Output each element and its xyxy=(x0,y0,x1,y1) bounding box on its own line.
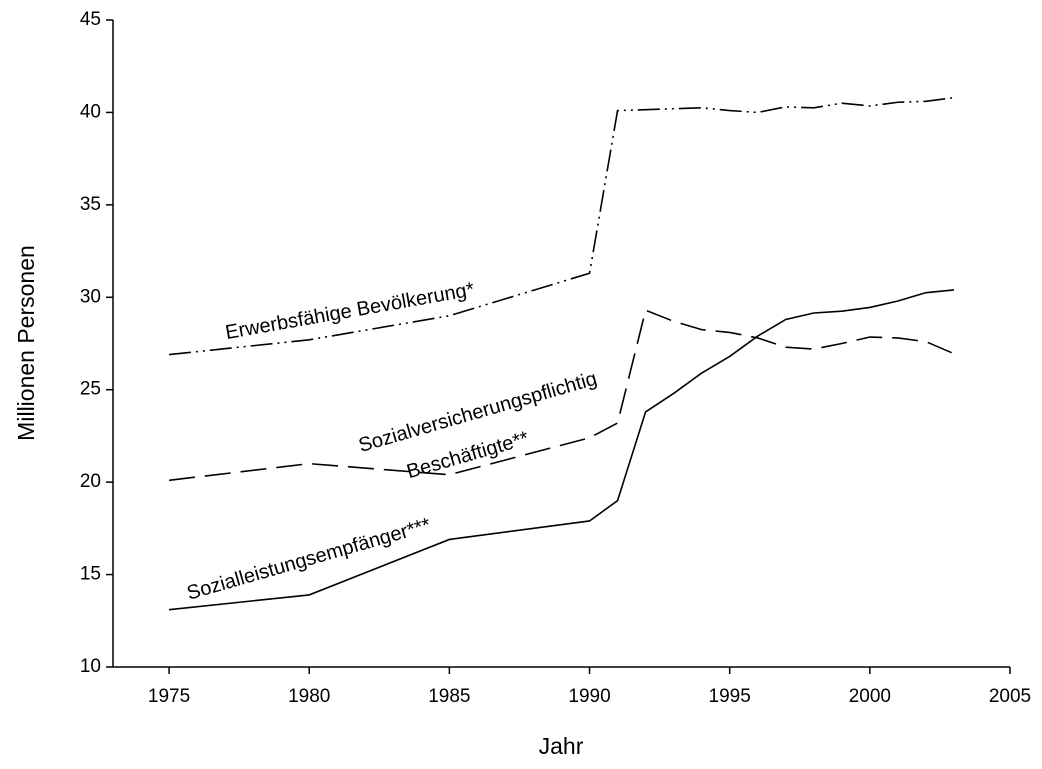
y-axis-title: Millionen Personen xyxy=(13,245,39,441)
y-tick-label: 30 xyxy=(80,286,101,307)
series-line xyxy=(168,289,955,611)
series-annotation: Sozialleistungsempfänger*** xyxy=(184,514,433,605)
x-tick-label: 1985 xyxy=(428,686,470,707)
series-line xyxy=(168,96,955,356)
x-tick-label: 1995 xyxy=(709,686,751,707)
series-line xyxy=(168,309,955,482)
x-tick-label: 1975 xyxy=(148,686,190,707)
y-tick-label: 45 xyxy=(80,9,101,30)
x-tick-label: 1980 xyxy=(288,686,330,707)
series-annotation: Erwerbsfähige Bevölkerung* xyxy=(224,279,477,345)
x-tick-label: 2005 xyxy=(989,686,1031,707)
y-tick-label: 40 xyxy=(80,101,101,122)
y-tick-label: 15 xyxy=(80,564,101,585)
x-tick-label: 1990 xyxy=(568,686,610,707)
y-tick-label: 20 xyxy=(80,471,101,492)
y-tick-label: 10 xyxy=(80,656,101,677)
x-tick-label: 2000 xyxy=(849,686,891,707)
y-tick-label: 25 xyxy=(80,379,101,400)
y-tick-label: 35 xyxy=(80,194,101,215)
x-axis-title: Jahr xyxy=(539,733,584,759)
